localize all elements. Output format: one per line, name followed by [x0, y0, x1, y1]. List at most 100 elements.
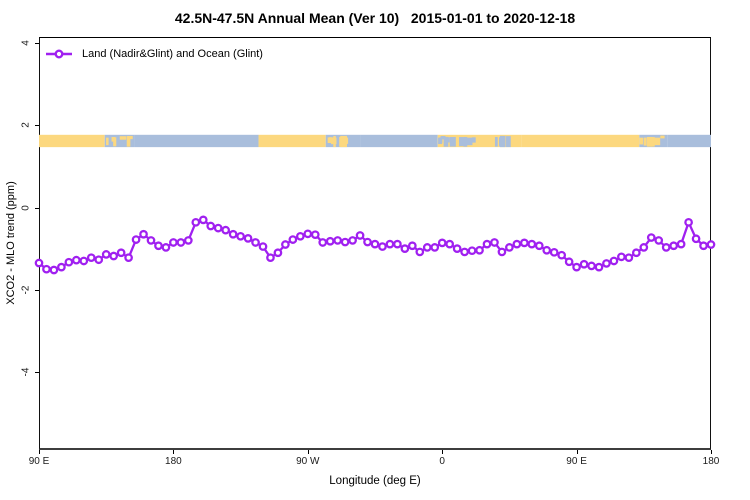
data-point-marker: [542, 245, 552, 255]
surface-band-speckle: [340, 135, 347, 148]
data-point-marker: [295, 231, 305, 241]
surface-band-speckle: [113, 137, 117, 147]
data-point-marker: [579, 259, 589, 269]
data-point-marker: [206, 221, 216, 231]
data-point-marker: [699, 241, 708, 251]
surface-band-speckle: [660, 135, 665, 139]
data-point-marker: [131, 235, 141, 244]
data-point-marker: [437, 238, 447, 248]
surface-band-speckle: [494, 137, 498, 147]
data-point-marker: [363, 237, 372, 247]
data-point-marker: [221, 225, 231, 235]
data-point-marker: [191, 217, 201, 227]
data-point-marker: [393, 239, 402, 249]
data-point-marker: [646, 233, 656, 242]
data-point-marker: [445, 239, 455, 249]
data-point-marker: [251, 238, 260, 247]
data-point-marker: [676, 239, 686, 249]
surface-band-speckle: [643, 137, 647, 146]
surface-band-speckle: [329, 137, 332, 143]
data-point-marker: [34, 258, 44, 268]
data-point-marker: [310, 230, 320, 240]
data-point-marker: [639, 243, 649, 252]
data-point-marker: [669, 241, 679, 251]
surface-band-speckle: [506, 136, 511, 148]
x-tick-mark: [173, 450, 175, 454]
data-point-marker: [49, 265, 59, 275]
x-tick-label: 0: [439, 456, 445, 467]
surface-band-speckle: [449, 137, 456, 147]
surface-band-segment: [360, 134, 438, 148]
data-point-marker: [661, 243, 671, 252]
data-point-marker: [407, 241, 417, 251]
data-point-marker: [198, 215, 208, 225]
x-tick-mark: [39, 450, 40, 454]
surface-band-speckle: [443, 136, 449, 147]
surface-band-segment: [258, 134, 326, 148]
x-axis-label: Longitude (deg E): [329, 475, 421, 487]
data-point-marker: [94, 255, 104, 265]
data-point-marker: [415, 247, 425, 257]
data-point-marker: [654, 236, 664, 245]
surface-band-speckle: [119, 136, 127, 140]
x-tick-label: 180: [165, 456, 182, 467]
data-point-marker: [385, 239, 395, 249]
surface-band-speckle: [653, 137, 661, 146]
data-point-marker: [519, 238, 529, 248]
data-point-marker: [109, 251, 119, 261]
data-point-marker: [288, 235, 298, 244]
data-point-marker: [161, 243, 171, 252]
x-tick-mark: [307, 450, 309, 454]
data-point-marker: [42, 264, 51, 274]
surface-band-speckle: [650, 137, 655, 147]
data-point-marker: [378, 242, 387, 251]
data-point-marker: [624, 253, 634, 263]
data-point-marker: [534, 241, 544, 251]
x-tick-label: 180: [702, 456, 720, 467]
surface-band-speckle: [463, 136, 468, 147]
data-point-marker: [706, 240, 716, 249]
data-point-marker: [116, 248, 126, 258]
data-point-marker: [617, 252, 626, 262]
data-point-marker: [482, 239, 492, 249]
data-point-marker: [71, 255, 81, 265]
legend: Land (Nadir&Glint) and Ocean (Glint): [45, 48, 263, 60]
data-point-marker: [505, 243, 514, 252]
x-tick-mark: [442, 450, 444, 454]
surface-band-speckle: [106, 137, 109, 146]
chart-title: 42.5N-47.5N Annual Mean (Ver 10) 2015-01…: [174, 10, 576, 26]
data-point-marker: [228, 229, 238, 239]
surface-band-speckle: [466, 137, 473, 146]
data-point-marker: [602, 259, 611, 268]
data-point-marker: [430, 243, 440, 252]
data-point-marker: [512, 239, 522, 249]
surface-band-segment: [134, 134, 259, 148]
data-point-marker: [325, 236, 335, 246]
data-point-marker: [154, 241, 163, 251]
legend-marker-icon: [46, 49, 72, 59]
surface-band-speckle: [471, 137, 476, 143]
data-point-marker: [631, 248, 641, 258]
data-point-marker: [564, 257, 574, 267]
surface-band-segment: [39, 134, 105, 148]
data-point-marker: [587, 261, 596, 271]
data-point-marker: [467, 246, 477, 256]
data-point-marker: [370, 239, 380, 249]
legend-label: Land (Nadir&Glint) and Ocean (Glint): [82, 48, 263, 60]
surface-band-speckle: [333, 136, 336, 148]
x-tick-mark: [576, 450, 578, 454]
data-point-marker: [303, 229, 313, 239]
y-tick-label: 0: [20, 204, 32, 211]
data-point-marker: [101, 250, 111, 259]
data-point-marker: [169, 238, 178, 247]
data-point-marker: [139, 229, 148, 239]
surface-band-speckle: [646, 136, 653, 147]
surface-band-speckle: [439, 137, 443, 143]
data-point-marker: [124, 253, 133, 263]
data-point-marker: [318, 238, 328, 247]
surface-band-speckle: [459, 137, 465, 147]
surface-band-speckle: [126, 136, 131, 147]
data-point-marker: [497, 247, 507, 257]
x-tick-mark: [711, 450, 712, 454]
